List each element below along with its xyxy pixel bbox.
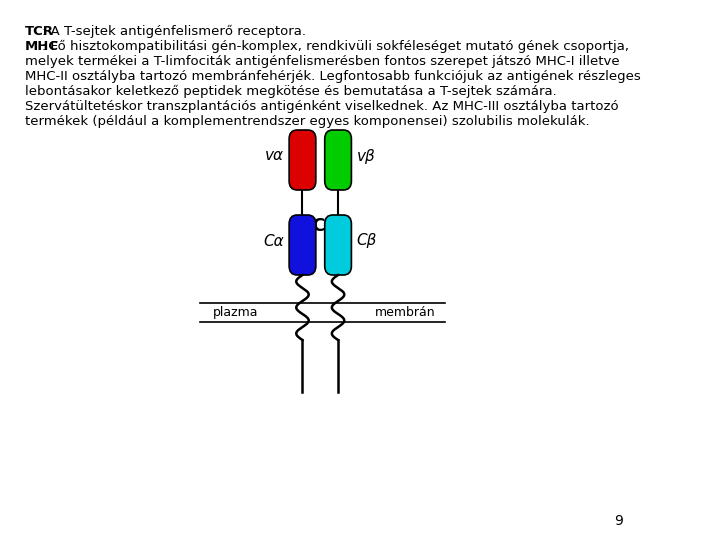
Text: Cα: Cα [264,233,284,248]
Text: vβ: vβ [356,148,376,164]
FancyBboxPatch shape [289,215,316,275]
Text: 9: 9 [614,514,623,528]
Text: lebontásakor keletkező peptidek megkötése és bemutatása a T-sejtek számára.: lebontásakor keletkező peptidek megkötés… [25,85,557,98]
Text: MHC-II osztályba tartozó membránfehérjék. Legfontosabb funkciójuk az antigének r: MHC-II osztályba tartozó membránfehérjék… [25,70,641,83]
FancyBboxPatch shape [289,130,316,190]
Text: TCR: TCR [300,217,340,235]
Text: Cβ: Cβ [356,233,377,248]
Text: vα: vα [265,148,284,164]
Text: Szervátültetéskor transzplantációs antigénként viselkednek. Az MHC-III osztályba: Szervátültetéskor transzplantációs antig… [25,100,618,113]
FancyBboxPatch shape [325,215,351,275]
Text: MHC: MHC [25,40,59,53]
Text: plazma: plazma [213,306,258,319]
Text: : A T-sejtek antigénfelismerő receptora.: : A T-sejtek antigénfelismerő receptora. [42,25,306,38]
Text: melyek termékei a T-limfociták antigénfelismerésben fontos szerepet játszó MHC-I: melyek termékei a T-limfociták antigénfe… [25,55,619,68]
Text: membrán: membrán [374,306,435,319]
FancyBboxPatch shape [325,130,351,190]
Text: termékek (például a komplementrendszer egyes komponensei) szolubilis molekulák.: termékek (például a komplementrendszer e… [25,115,590,128]
Text: TCR: TCR [25,25,54,38]
Text: : Fő hisztokompatibilitási gén-komplex, rendkivüli sokféleséget mutató gének cso: : Fő hisztokompatibilitási gén-komplex, … [42,40,629,53]
